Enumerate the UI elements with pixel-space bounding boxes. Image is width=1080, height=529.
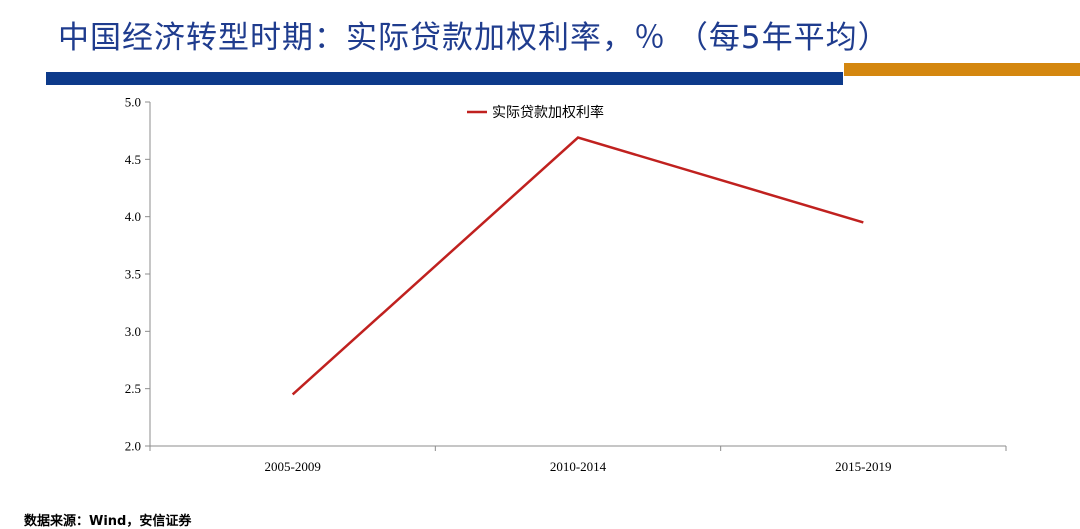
page-title: 中国经济转型时期：实际贷款加权利率，％ （每5年平均） <box>58 20 890 56</box>
y-tick-label: 5.0 <box>125 95 141 110</box>
legend-label: 实际贷款加权利率 <box>492 104 604 121</box>
chart-series <box>291 136 864 396</box>
chart-legend: 实际贷款加权利率 <box>467 104 604 121</box>
y-tick-label: 4.5 <box>125 152 141 167</box>
title-underline-blue <box>46 72 843 85</box>
x-tick-label: 2015-2019 <box>835 459 891 474</box>
x-axis-ticks: 2005-2009 2010-2014 2015-2019 <box>149 446 1007 474</box>
y-axis-ticks: 2.0 2.5 3.0 3.5 4.0 4.5 5.0 <box>125 95 150 454</box>
y-tick-label: 4.0 <box>125 209 141 224</box>
series-line <box>291 136 864 396</box>
y-tick-label: 2.0 <box>125 439 141 454</box>
x-tick-label: 2010-2014 <box>550 459 607 474</box>
x-tick-label: 2005-2009 <box>264 459 320 474</box>
y-tick-label: 3.5 <box>125 267 141 282</box>
y-tick-label: 2.5 <box>125 381 141 396</box>
chart-axes <box>149 102 1006 447</box>
y-tick-label: 3.0 <box>125 324 141 339</box>
title-underline-gold <box>844 63 1080 76</box>
data-source-note: 数据来源：Wind，安信证券 <box>24 514 192 529</box>
